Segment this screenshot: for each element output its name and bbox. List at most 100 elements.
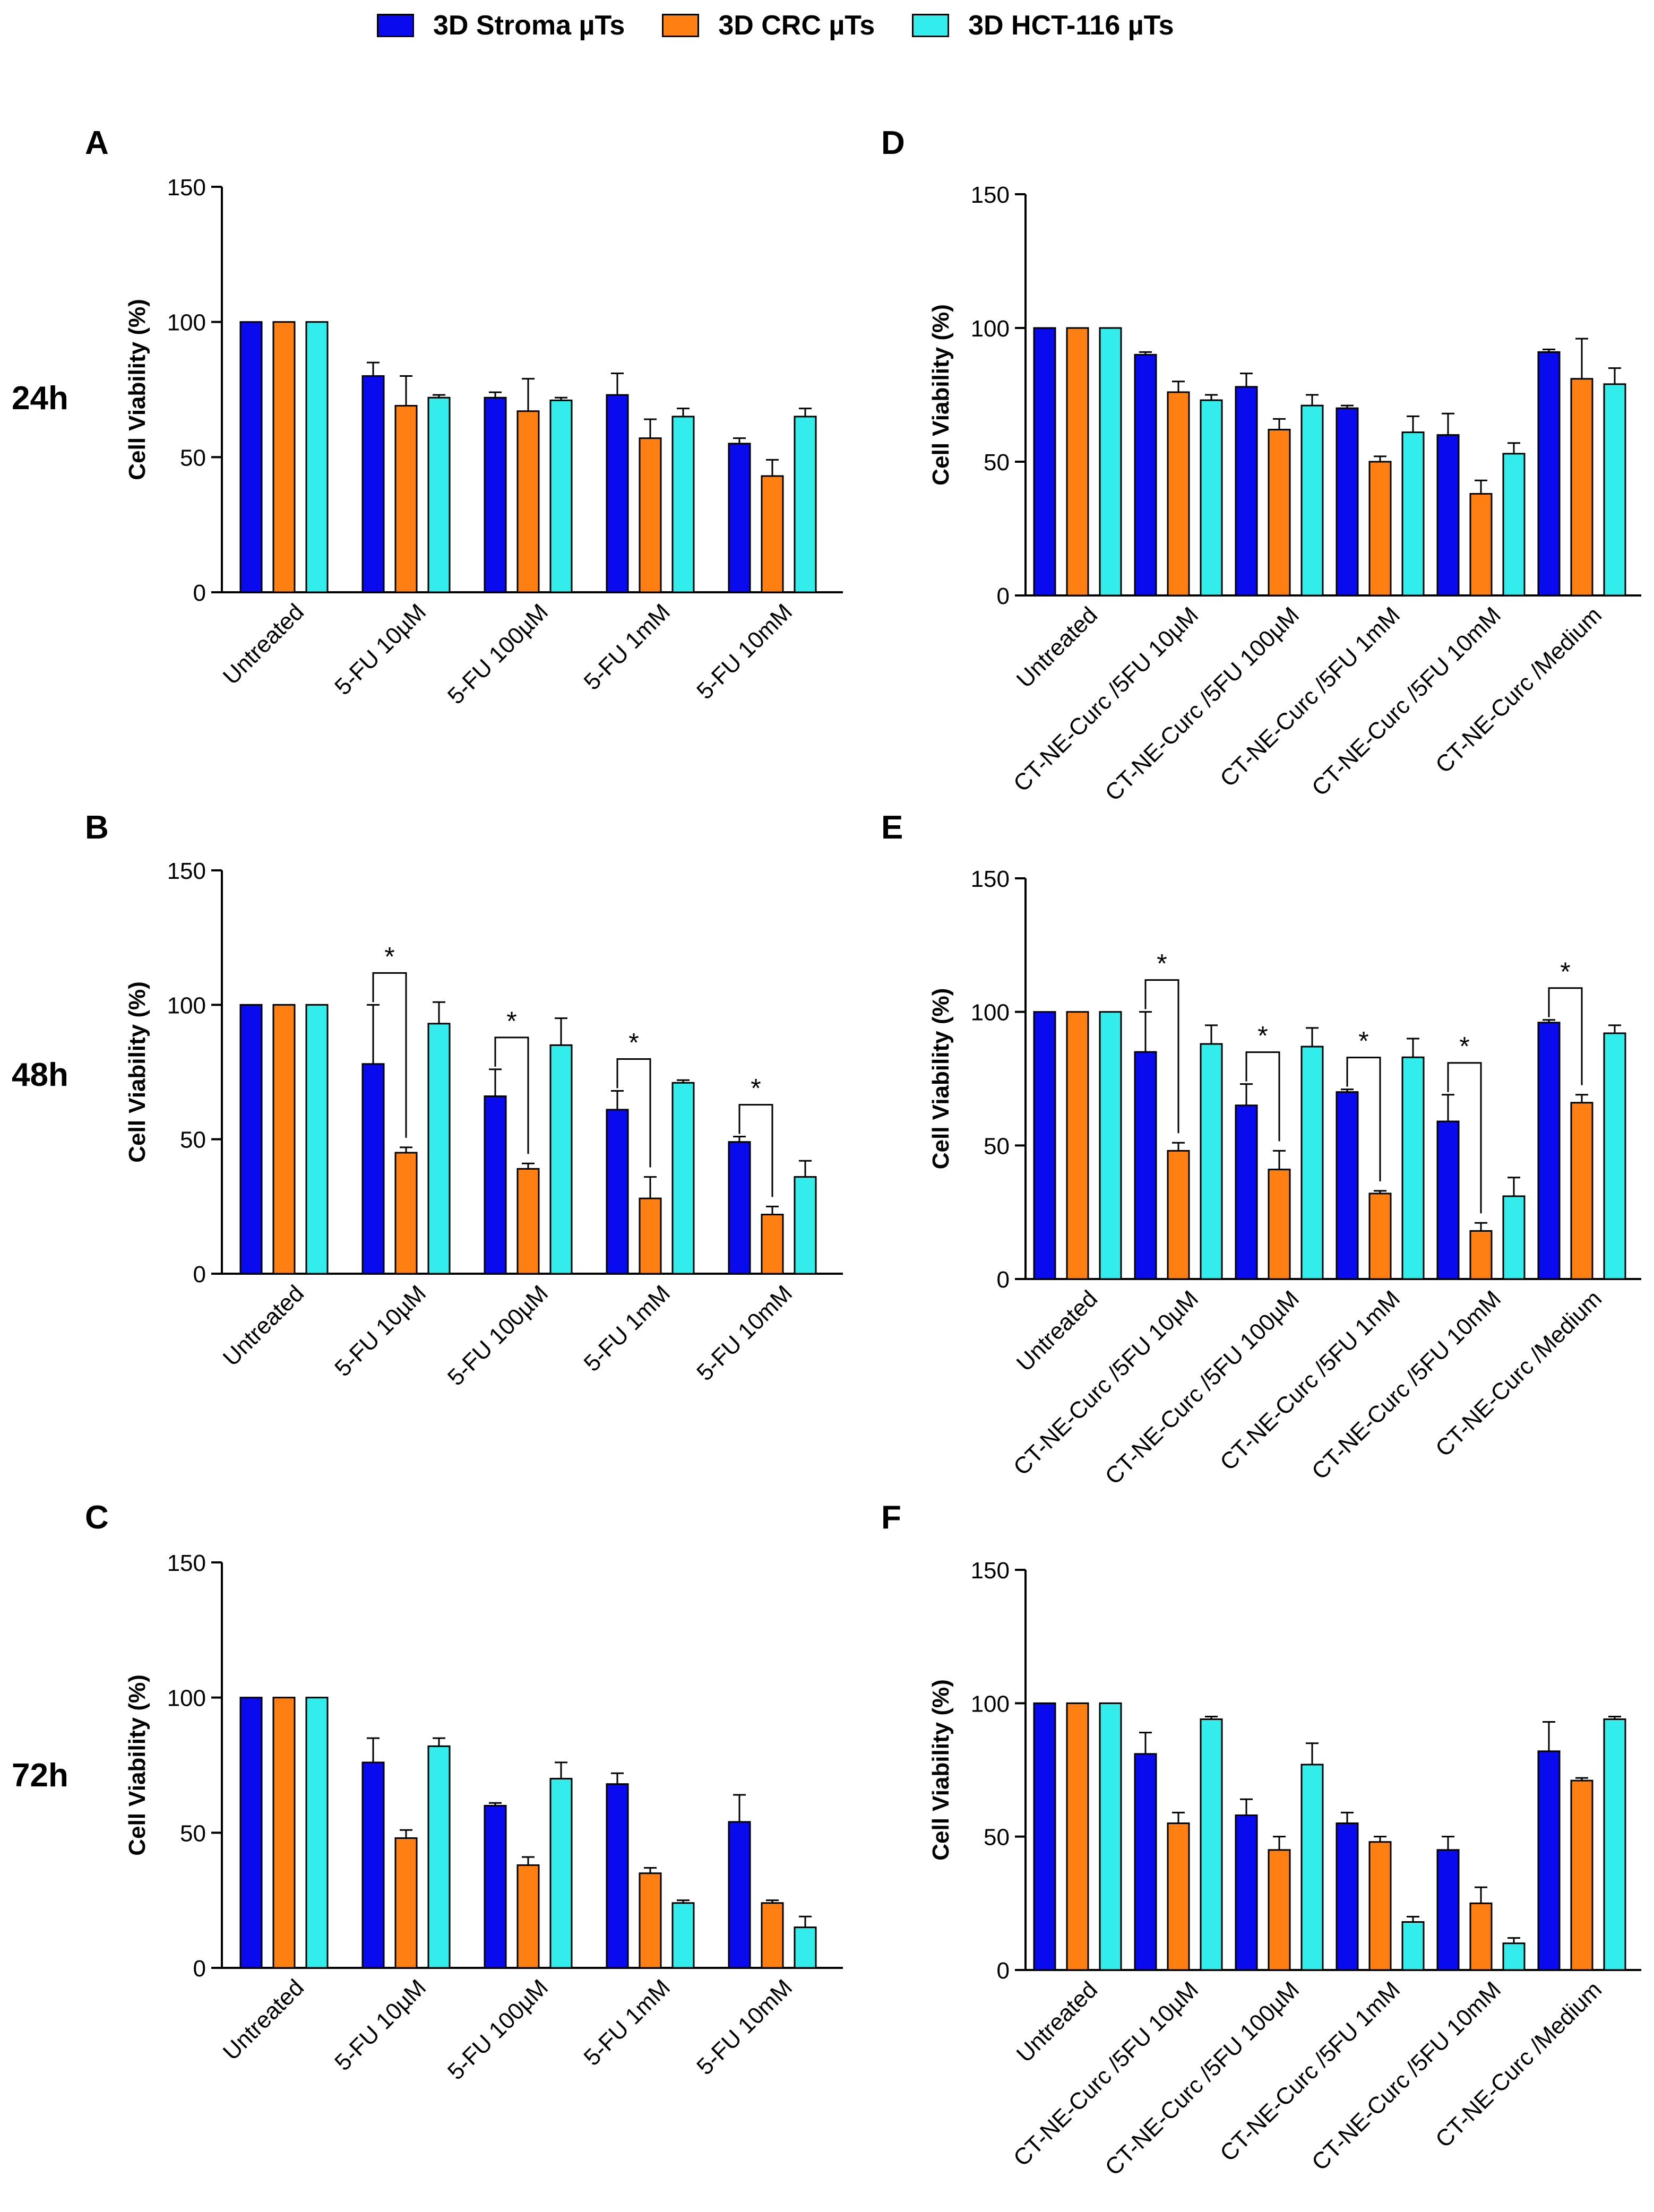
bar — [1436, 1849, 1460, 1971]
x-tick-label: CT-NE-Curc /5FU 100µM — [1100, 602, 1305, 806]
bar — [1603, 1718, 1626, 1971]
bar — [1368, 1841, 1392, 1971]
y-tick-label: 100 — [971, 1691, 1010, 1717]
bar — [1502, 453, 1526, 597]
y-tick-label: 50 — [180, 1820, 206, 1846]
bar — [427, 1023, 451, 1275]
x-tick-label: CT-NE-Curc /5FU 10mM — [1307, 1285, 1506, 1484]
bar — [549, 399, 573, 593]
bar — [427, 1745, 451, 1969]
bar — [239, 1004, 263, 1275]
significance-bracket — [738, 1104, 773, 1197]
bar — [671, 1902, 695, 1969]
panel-letter: D — [881, 125, 905, 161]
bar — [1033, 327, 1056, 597]
bar — [272, 1697, 296, 1969]
y-tick-label: 150 — [971, 866, 1010, 892]
bar — [305, 1004, 329, 1275]
legend-swatch-hct116 — [912, 14, 950, 37]
bar — [1469, 492, 1493, 597]
legend-label-crc: 3D CRC µTs — [718, 10, 875, 41]
bar — [1300, 404, 1324, 597]
y-tick-label: 50 — [984, 450, 1010, 476]
bar — [1066, 1011, 1089, 1280]
bar — [1570, 1779, 1593, 1971]
bar — [1368, 461, 1392, 597]
bar — [516, 410, 540, 593]
bar — [1167, 1150, 1190, 1280]
bar — [1200, 1043, 1223, 1280]
bar — [1099, 327, 1122, 597]
bar — [361, 375, 385, 593]
bar — [272, 1004, 296, 1275]
bar — [606, 394, 629, 593]
x-tick-label: 5-FU 1mM — [579, 1280, 675, 1377]
significance-star: * — [628, 1027, 639, 1057]
bar — [516, 1864, 540, 1969]
significance-bracket — [1245, 1051, 1280, 1142]
bar — [394, 1837, 418, 1969]
y-tick-label: 0 — [193, 580, 206, 606]
x-tick-label: CT-NE-Curc /5FU 10µM — [1009, 1976, 1203, 2171]
bar — [1200, 1718, 1223, 1971]
bar — [794, 416, 817, 593]
bar — [1167, 391, 1190, 597]
significance-star: * — [506, 1006, 516, 1036]
timepoint-label-72h: 72h — [12, 1757, 68, 1794]
bar — [1066, 327, 1089, 597]
legend-item-crc: 3D CRC µTs — [662, 10, 875, 41]
timepoint-label-48h: 48h — [12, 1057, 68, 1093]
bar — [794, 1176, 817, 1275]
x-tick-label: CT-NE-Curc /5FU 10µM — [1009, 1285, 1203, 1480]
bar — [394, 1152, 418, 1275]
x-tick-label: 5-FU 100µM — [443, 599, 553, 709]
bar — [1099, 1702, 1122, 1971]
bar — [305, 1697, 329, 1969]
bar — [1235, 1814, 1258, 1971]
y-axis-title: Cell Viability (%) — [928, 304, 954, 486]
bar — [1436, 434, 1460, 597]
bar — [639, 1197, 662, 1275]
bar — [1134, 1051, 1157, 1280]
bar — [761, 1902, 784, 1969]
x-tick-label: Untreated — [218, 599, 309, 689]
x-tick-label: 5-FU 10mM — [692, 1280, 797, 1386]
bar — [1603, 383, 1626, 597]
bar — [1235, 1104, 1258, 1280]
bar — [394, 405, 418, 593]
bar — [361, 1761, 385, 1969]
x-tick-label: Untreated — [1012, 1976, 1102, 2067]
significance-star: * — [1257, 1021, 1268, 1051]
bar — [1537, 1022, 1561, 1280]
y-axis-title: Cell Viability (%) — [928, 988, 954, 1170]
y-axis-title: Cell Viability (%) — [124, 299, 150, 480]
x-tick-label: CT-NE-Curc /5FU 1mM — [1215, 1976, 1405, 2166]
significance-star: * — [1358, 1026, 1368, 1056]
bar — [761, 475, 784, 593]
significance-star: * — [384, 941, 394, 971]
bar — [239, 1697, 263, 1969]
bar — [728, 443, 751, 593]
bar — [1368, 1193, 1392, 1280]
bar — [549, 1777, 573, 1969]
y-tick-label: 50 — [180, 1127, 206, 1153]
bar — [361, 1063, 385, 1275]
x-tick-label: CT-NE-Curc /5FU 10mM — [1307, 602, 1506, 801]
x-tick-label: CT-NE-Curc /Medium — [1431, 602, 1607, 778]
timepoint-label-24h: 24h — [12, 380, 68, 417]
significance-bracket — [616, 1058, 651, 1168]
significance-bracket — [1346, 1057, 1381, 1181]
bar — [1033, 1011, 1056, 1280]
bar — [1570, 378, 1593, 597]
bar — [1336, 407, 1359, 597]
y-tick-label: 150 — [167, 1550, 206, 1576]
panel-letter: C — [85, 1499, 109, 1536]
significance-bracket — [494, 1036, 529, 1154]
x-tick-label: Untreated — [1012, 602, 1102, 693]
y-tick-label: 100 — [167, 1686, 206, 1712]
x-tick-label: CT-NE-Curc /5FU 100µM — [1100, 1976, 1305, 2181]
